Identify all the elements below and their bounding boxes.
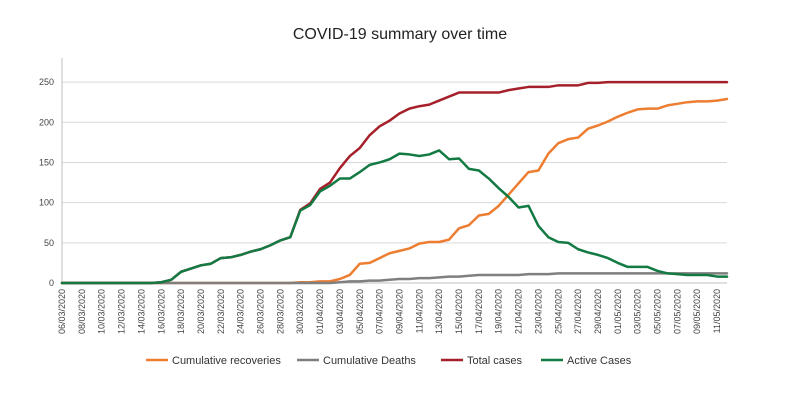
x-tick-label: 09/04/2020 <box>394 289 404 334</box>
x-tick-label: 28/03/2020 <box>275 289 285 334</box>
chart-title: COVID-19 summary over time <box>292 26 508 43</box>
x-tick-label: 01/05/2020 <box>613 289 623 334</box>
series-line-cumulative-recoveries <box>60 97 729 285</box>
legend-label: Total cases <box>467 355 523 367</box>
x-tick-label: 01/04/2020 <box>315 289 325 334</box>
x-tick-label: 05/05/2020 <box>653 289 663 334</box>
y-tick-label: 250 <box>39 77 54 87</box>
x-tick-label: 27/04/2020 <box>573 289 583 334</box>
x-tick-label: 07/04/2020 <box>375 289 385 334</box>
x-tick-label: 25/04/2020 <box>553 289 563 334</box>
series-line-active-cases <box>60 149 729 285</box>
x-tick-label: 03/04/2020 <box>335 289 345 334</box>
x-tick-label: 05/04/2020 <box>355 289 365 334</box>
x-tick-label: 20/03/2020 <box>196 289 206 334</box>
x-tick-label: 30/03/2020 <box>295 289 305 334</box>
legend-label: Active Cases <box>567 355 632 367</box>
x-tick-label: 23/04/2020 <box>533 289 543 334</box>
x-tick-label: 11/04/2020 <box>414 289 424 333</box>
y-tick-label: 100 <box>39 198 54 208</box>
x-tick-label: 03/05/2020 <box>633 289 643 334</box>
series-line-cumulative-deaths <box>60 272 729 285</box>
x-tick-label: 07/05/2020 <box>672 289 682 334</box>
x-tick-label: 10/03/2020 <box>97 289 107 334</box>
x-tick-label: 06/03/2020 <box>57 289 67 334</box>
x-tick-label: 29/04/2020 <box>593 289 603 334</box>
y-tick-label: 0 <box>49 278 54 288</box>
x-tick-label: 24/03/2020 <box>236 289 246 334</box>
x-tick-label: 18/03/2020 <box>176 289 186 334</box>
y-tick-label: 200 <box>39 117 54 127</box>
y-tick-label: 50 <box>44 238 54 248</box>
x-tick-label: 16/03/2020 <box>156 289 166 334</box>
x-tick-label: 11/05/2020 <box>712 289 722 333</box>
legend-label: Cumulative Deaths <box>323 355 416 367</box>
x-tick-label: 22/03/2020 <box>216 289 226 334</box>
legend-label: Cumulative recoveries <box>172 355 281 367</box>
x-tick-label: 21/04/2020 <box>514 289 524 334</box>
y-tick-label: 150 <box>39 157 54 167</box>
x-tick-label: 12/03/2020 <box>117 289 127 334</box>
x-tick-label: 13/04/2020 <box>434 289 444 334</box>
x-tick-label: 17/04/2020 <box>474 289 484 334</box>
x-tick-label: 26/03/2020 <box>256 289 266 334</box>
x-tick-label: 19/04/2020 <box>494 289 504 334</box>
x-tick-label: 08/03/2020 <box>77 289 87 334</box>
x-tick-label: 15/04/2020 <box>454 289 464 334</box>
x-tick-label: 09/05/2020 <box>692 289 702 334</box>
x-tick-label: 14/03/2020 <box>136 289 146 334</box>
